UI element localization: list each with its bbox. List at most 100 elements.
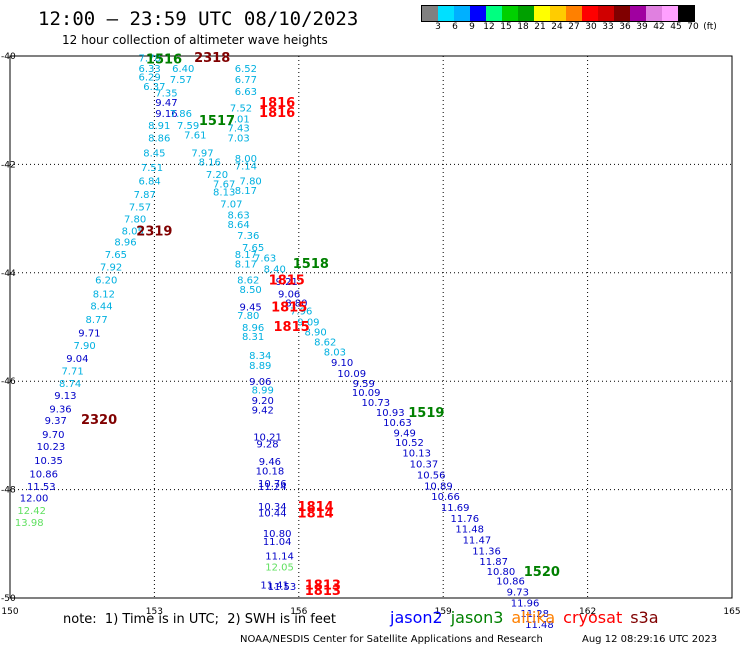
- pass-time-label: 2320: [81, 413, 117, 428]
- wave-height-value: 7.36: [237, 231, 259, 242]
- wave-height-value: 11.28: [520, 609, 549, 620]
- wave-height-value: 7.61: [184, 131, 206, 142]
- wave-height-value: 7.01: [228, 114, 250, 125]
- pass-time-label: 1519: [408, 406, 444, 421]
- latitude-tick-label: -40: [1, 52, 16, 62]
- wave-height-value: 11.24: [258, 482, 287, 493]
- wave-height-value: 7.65: [242, 243, 264, 254]
- color-swatch: [566, 6, 582, 21]
- color-swatch: [534, 6, 550, 21]
- wave-height-value: 8.05: [122, 227, 144, 238]
- wave-height-value: 9.20: [252, 396, 274, 407]
- color-swatch: [422, 6, 438, 21]
- wave-height-value: 8.64: [228, 220, 250, 231]
- pass-time-label: 1517: [199, 114, 235, 129]
- pass-time-label: 1518: [293, 257, 329, 272]
- wave-height-value: 7.90: [73, 341, 95, 352]
- wave-height-value: 9.06: [249, 377, 271, 388]
- wave-height-value: 10.09: [352, 388, 381, 399]
- wave-height-value: 7.96: [290, 307, 312, 318]
- footnote: note: 1) Time is in UTC; 2) SWH is in fe…: [63, 612, 336, 627]
- wave-height-value: 6.52: [235, 64, 257, 75]
- wave-height-value: 10.73: [361, 398, 390, 409]
- wave-height-value: 8.34: [249, 351, 271, 362]
- wave-height-value: 7.80: [240, 177, 262, 188]
- wave-height-value: 9.37: [45, 416, 67, 427]
- wave-height-value: 9.59: [353, 379, 375, 390]
- wave-height-value: 7.57: [170, 75, 192, 86]
- color-scale-label: 12: [483, 22, 495, 32]
- wave-height-value: 9.13: [54, 391, 76, 402]
- wave-height-value: 8.16: [199, 158, 221, 169]
- wave-height-value: 7.86: [170, 109, 192, 120]
- wave-height-value: 7.71: [61, 366, 83, 377]
- color-swatch: [646, 6, 662, 21]
- pass-time-label: 1813: [305, 584, 341, 599]
- wave-height-value: 12.00: [20, 494, 49, 505]
- generation-timestamp: Aug 12 08:29:16 UTC 2023: [582, 634, 718, 645]
- longitude-tick-label: 165: [723, 607, 740, 617]
- wave-height-value: 8.12: [93, 289, 115, 300]
- color-scale-label: 15: [500, 22, 512, 32]
- legend-jason2: jason2: [390, 608, 443, 627]
- wave-height-value: 6.33: [138, 64, 160, 75]
- wave-height-value: 7.03: [228, 133, 250, 144]
- longitude-tick-label: 153: [146, 607, 163, 617]
- pass-time-label: 1814: [298, 506, 334, 521]
- longitude-tick-label: 159: [435, 607, 452, 617]
- wave-height-value: 6.37: [143, 82, 165, 93]
- color-scale-label: 45: [670, 22, 682, 32]
- color-scale-label: 3: [435, 22, 441, 32]
- wave-height-value: 9.47: [155, 98, 177, 109]
- wave-height-value: 11.48: [525, 620, 554, 631]
- color-scale-label: 39: [636, 22, 648, 32]
- wave-height-value: 11.53: [268, 582, 297, 593]
- longitude-tick-label: 156: [290, 607, 307, 617]
- wave-height-value: 9.04: [66, 354, 88, 365]
- wave-height-value: 6.40: [172, 64, 194, 75]
- wave-height-value: 7.80: [237, 311, 259, 322]
- map-grid: [9, 55, 733, 599]
- color-swatch: [614, 6, 630, 21]
- wave-height-value: 6.84: [138, 177, 160, 188]
- color-swatch: [438, 6, 454, 21]
- wave-height-value: 10.80: [487, 567, 516, 578]
- wave-height-value: 8.96: [242, 323, 264, 334]
- wave-height-value: 8.86: [148, 133, 170, 144]
- credit-line: NOAA/NESDIS Center for Satellite Applica…: [240, 634, 543, 645]
- wave-height-value: 9.71: [78, 328, 100, 339]
- wave-height-value: 11.04: [263, 537, 292, 548]
- legend-jason3: jason3: [450, 608, 504, 627]
- wave-height-value: 8.03: [324, 347, 346, 358]
- wave-height-value: 7.43: [228, 124, 250, 135]
- chart-title: 12:00 – 23:59 UTC 08/10/2023: [38, 8, 359, 30]
- wave-height-value: 10.86: [496, 577, 525, 588]
- pass-time-label: 1814: [298, 500, 334, 515]
- latitude-tick-label: -50: [1, 594, 16, 604]
- color-scale-label: 27: [568, 22, 580, 32]
- wave-height-value: 11.87: [479, 557, 508, 568]
- wave-height-value: 9.42: [252, 405, 274, 416]
- wave-height-value: 9.36: [49, 404, 71, 415]
- wave-height-value: 11.53: [27, 482, 56, 493]
- wave-height-value: 12.42: [17, 506, 46, 517]
- wave-height-value: 8.44: [90, 301, 112, 312]
- wave-height-value: 7.65: [105, 250, 127, 261]
- legend-s3a: s3a: [630, 608, 659, 627]
- latitude-tick-label: -46: [1, 377, 16, 387]
- wave-height-value: 10.56: [417, 470, 446, 481]
- wave-height-value: 10.52: [395, 438, 424, 449]
- wave-height-value: 11.48: [455, 525, 484, 536]
- wave-height-value: 7.97: [191, 148, 213, 159]
- wave-height-value: 9.09: [297, 318, 319, 329]
- longitude-tick-label: 162: [579, 607, 596, 617]
- axis-ticks: 150 153 156 159 162 165 -40 -42 -44 -46 -48 -50: [1, 52, 740, 617]
- color-scale-label: 18: [517, 22, 529, 32]
- wave-height-value: 11.69: [441, 503, 470, 514]
- wave-height-value: 8.99: [252, 385, 274, 396]
- wave-height-value: 6.29: [138, 73, 160, 84]
- color-scale-label: 21: [534, 22, 546, 32]
- wave-height-value: 12.05: [265, 563, 294, 574]
- wave-height-value: 7.52: [230, 103, 252, 114]
